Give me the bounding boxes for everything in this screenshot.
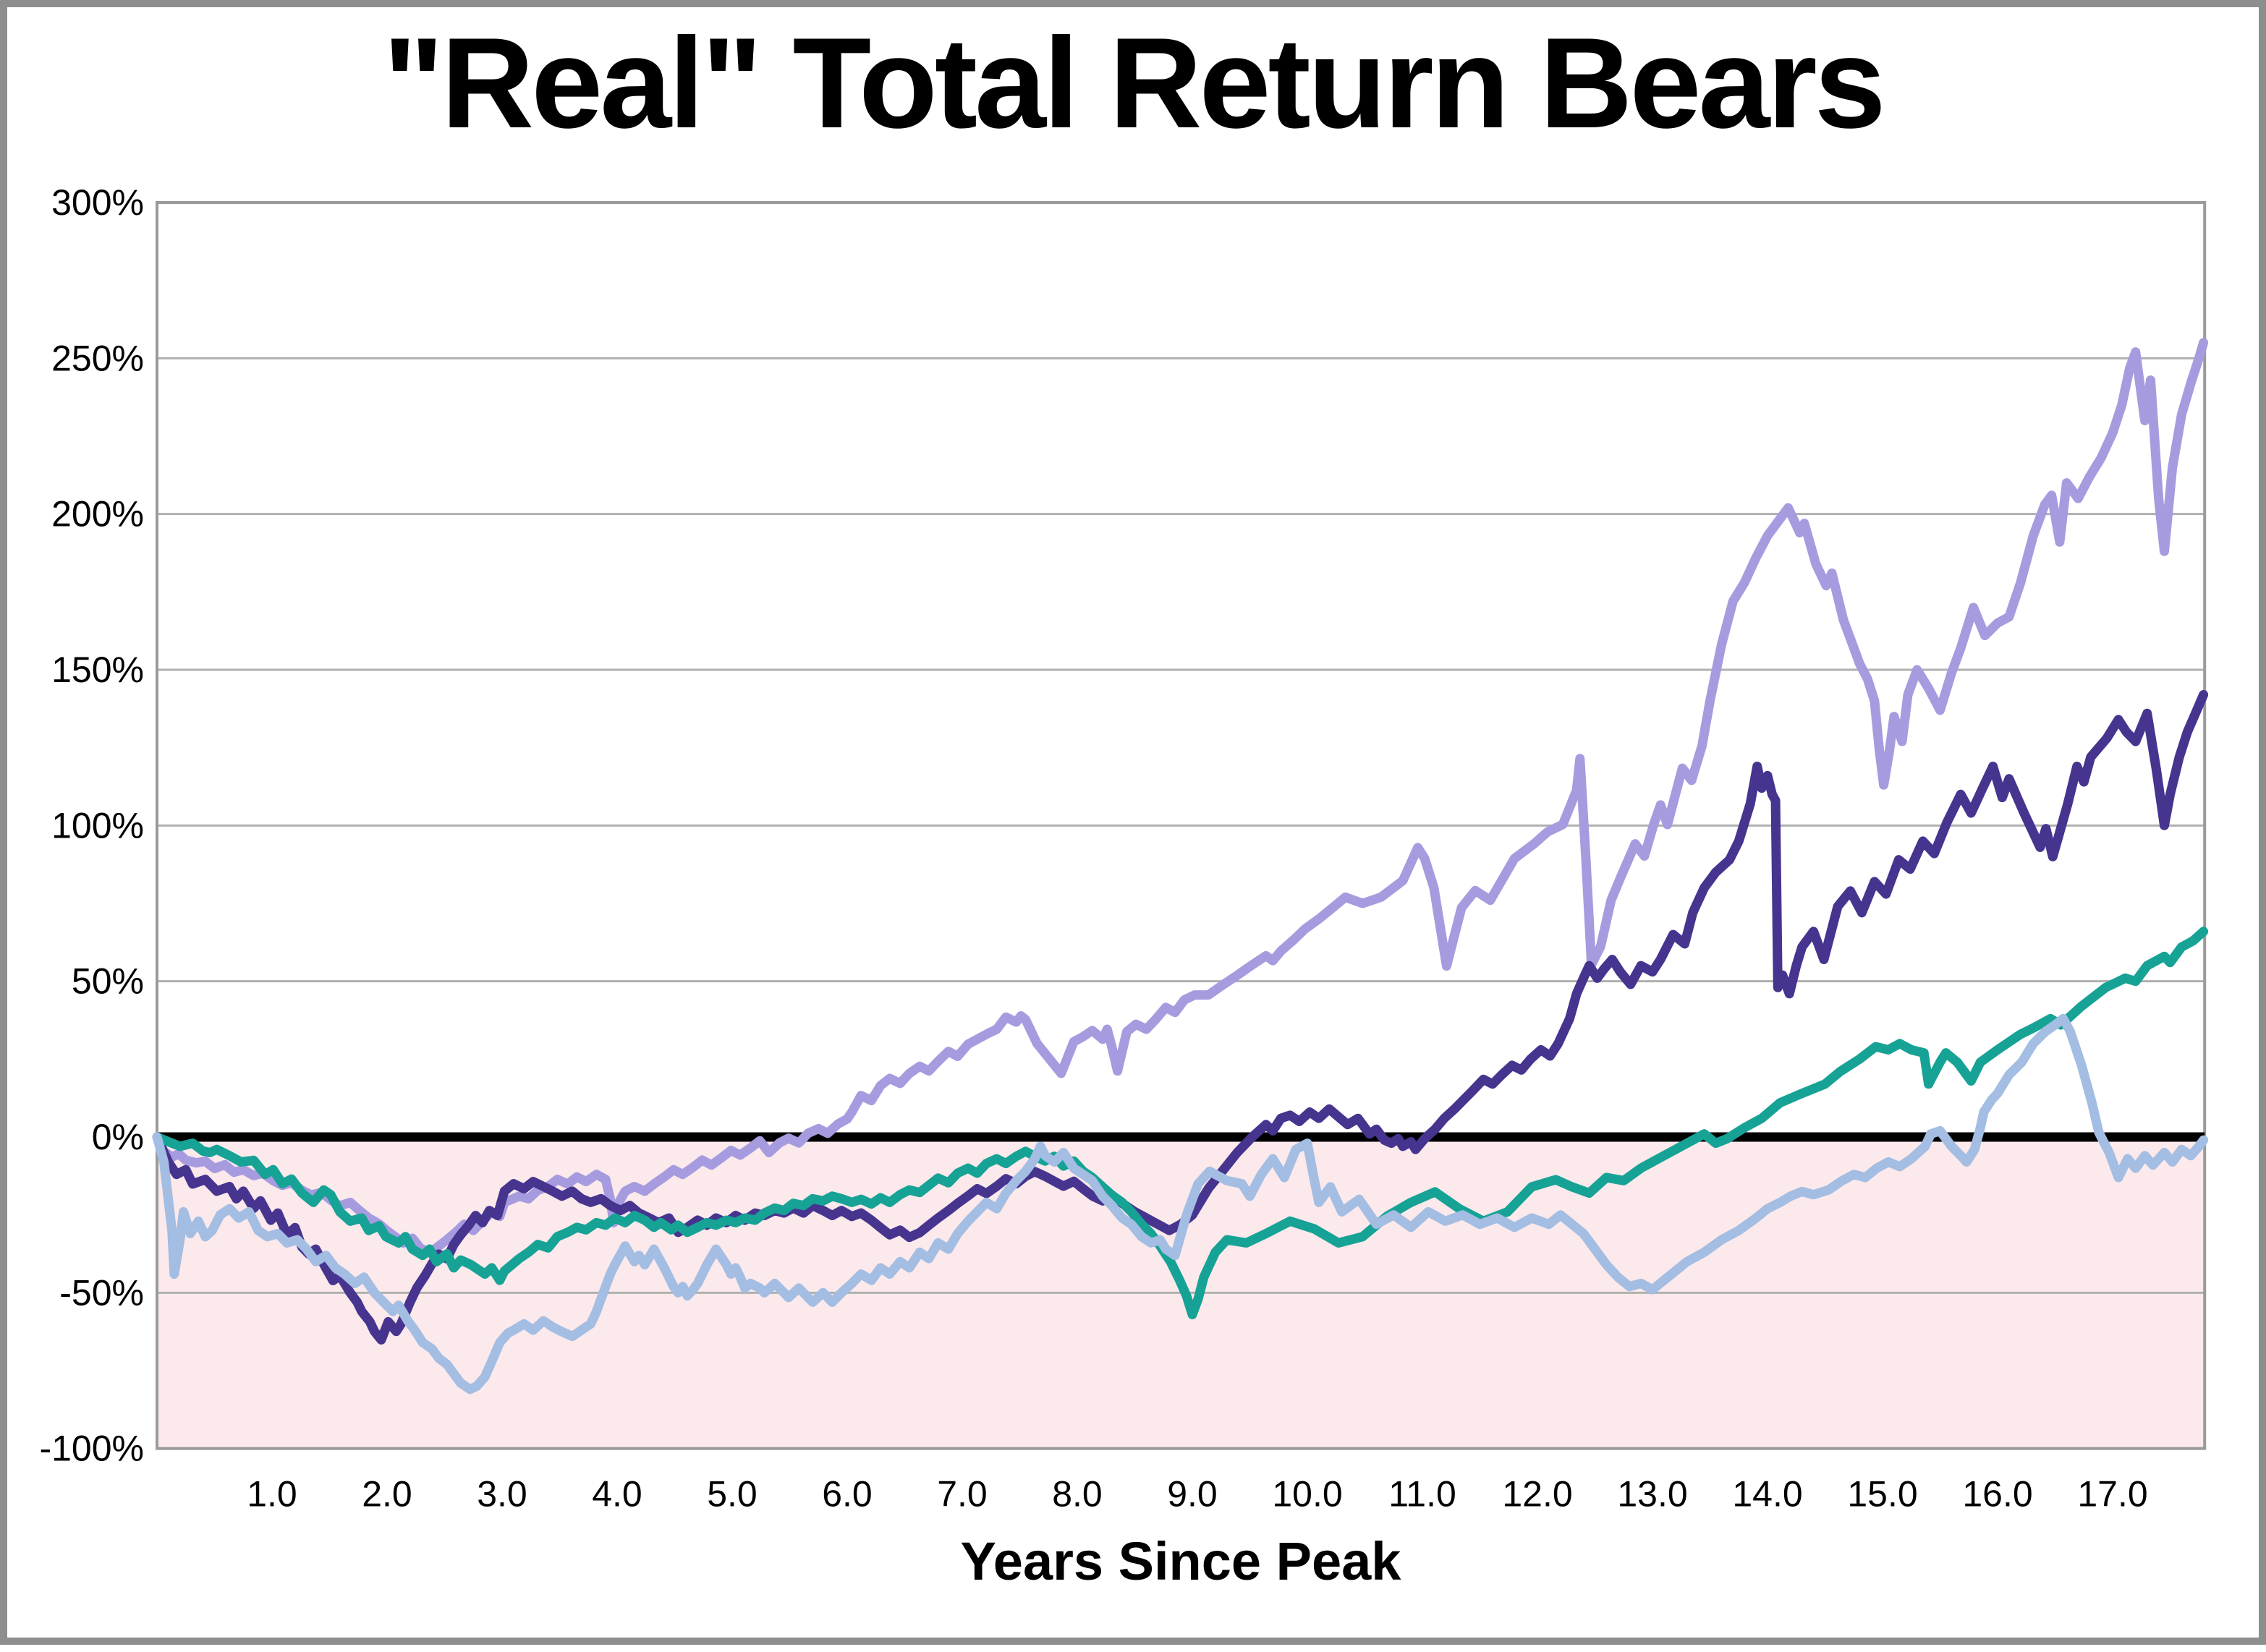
x-axis-title: Years Since Peak xyxy=(960,1531,1401,1591)
svg-text:9.0: 9.0 xyxy=(1167,1474,1218,1515)
svg-text:15.0: 15.0 xyxy=(1847,1474,1917,1515)
svg-text:300%: 300% xyxy=(51,182,144,223)
chart-title: "Real" Total Return Bears xyxy=(383,11,1885,155)
series-light-purple-bear xyxy=(152,338,2209,1258)
svg-text:2.0: 2.0 xyxy=(362,1474,412,1515)
svg-text:50%: 50% xyxy=(72,961,144,1002)
series-light-blue-bear xyxy=(152,1013,2209,1395)
svg-text:3.0: 3.0 xyxy=(477,1474,527,1515)
svg-text:12.0: 12.0 xyxy=(1502,1474,1572,1515)
svg-text:0%: 0% xyxy=(92,1117,144,1157)
y-axis-tick-labels: 300% 250% 200% 150% 100% 50% 0% -50% -100% xyxy=(39,182,144,1469)
plot-area: 300% 250% 200% 150% 100% 50% 0% -50% -100% 1.0 2.0… xyxy=(39,182,2209,1515)
svg-text:8.0: 8.0 xyxy=(1052,1474,1103,1515)
svg-text:14.0: 14.0 xyxy=(1732,1474,1802,1515)
svg-text:200%: 200% xyxy=(51,494,144,535)
svg-text:5.0: 5.0 xyxy=(707,1474,758,1515)
x-axis-tick-labels: 1.0 2.0 3.0 4.0 5.0 6.0 7.0 8.0 9.0 10.0 11.0 12.0 1… xyxy=(247,1474,2147,1515)
svg-text:-100%: -100% xyxy=(39,1429,144,1469)
svg-text:11.0: 11.0 xyxy=(1388,1474,1456,1515)
svg-text:16.0: 16.0 xyxy=(1962,1474,2032,1515)
svg-text:13.0: 13.0 xyxy=(1617,1474,1687,1515)
svg-text:-50%: -50% xyxy=(59,1272,144,1313)
svg-text:100%: 100% xyxy=(51,805,144,846)
svg-text:150%: 150% xyxy=(51,650,144,690)
svg-text:6.0: 6.0 xyxy=(822,1474,873,1515)
svg-text:4.0: 4.0 xyxy=(592,1474,642,1515)
svg-text:17.0: 17.0 xyxy=(2077,1474,2147,1515)
svg-text:7.0: 7.0 xyxy=(937,1474,988,1515)
plot-border xyxy=(156,201,2207,1450)
series-teal-bear xyxy=(152,927,2209,1319)
svg-text:10.0: 10.0 xyxy=(1272,1474,1342,1515)
svg-text:250%: 250% xyxy=(51,338,144,378)
svg-text:1.0: 1.0 xyxy=(247,1474,297,1515)
